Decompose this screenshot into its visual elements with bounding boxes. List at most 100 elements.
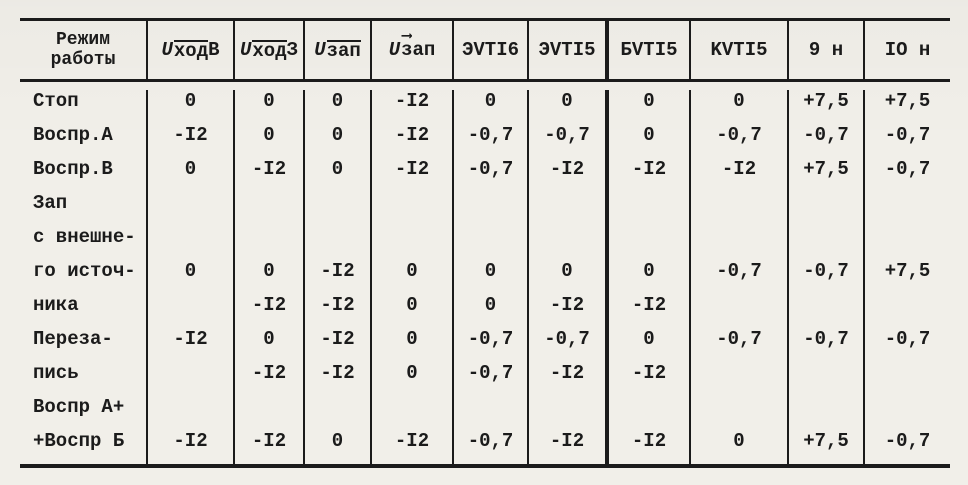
value-cell bbox=[527, 396, 605, 430]
value-cell: -0,7 bbox=[863, 124, 950, 158]
row-label: Зап bbox=[33, 192, 68, 214]
u-symbol: U bbox=[161, 38, 173, 61]
value-cell: -I2 bbox=[605, 294, 689, 328]
value-cell: -I2 bbox=[303, 362, 370, 396]
value-cell: -0,7 bbox=[689, 260, 787, 294]
value-cell bbox=[527, 192, 605, 226]
value-cell: -I2 bbox=[303, 260, 370, 294]
value-cell bbox=[605, 396, 689, 430]
table-row: Воспр А+ bbox=[20, 396, 950, 430]
value-cell: -I2 bbox=[233, 362, 303, 396]
row-label: Переза- bbox=[33, 328, 113, 350]
u-symbol: U bbox=[388, 38, 401, 61]
value-cell: 0 bbox=[370, 328, 452, 362]
value-cell: -I2 bbox=[303, 328, 370, 362]
table-row: Переза- -I2 0 -I2 0 -0,7 -0,7 0 -0,7 -0,7 -0,7 bbox=[20, 328, 950, 362]
value-cell bbox=[787, 226, 863, 260]
value-cell: +7,5 bbox=[863, 260, 950, 294]
value-cell bbox=[146, 294, 233, 328]
value-cell: -I2 bbox=[233, 294, 303, 328]
value-cell: 0 bbox=[233, 260, 303, 294]
row-label: Стоп bbox=[33, 90, 79, 112]
value-cell: -0,7 bbox=[863, 430, 950, 464]
value-cell bbox=[787, 192, 863, 226]
header-bvti5: БVTI5 bbox=[605, 21, 689, 79]
value-cell: -0,7 bbox=[452, 328, 527, 362]
value-cell bbox=[146, 396, 233, 430]
value-cell: -I2 bbox=[527, 294, 605, 328]
row-label: +Воспр Б bbox=[33, 430, 125, 452]
value-cell: -0,7 bbox=[452, 158, 527, 192]
table-row: Воспр.А -I2 0 0 -I2 -0,7 -0,7 0 -0,7 -0,7 -0,7 bbox=[20, 124, 950, 158]
value-cell: -I2 bbox=[303, 294, 370, 328]
table-row: Воспр.В 0 -I2 0 -I2 -0,7 -I2 -I2 -I2 +7,5 -0,7 bbox=[20, 158, 950, 192]
value-cell: -I2 bbox=[689, 158, 787, 192]
value-cell: -I2 bbox=[370, 124, 452, 158]
value-cell: 0 bbox=[303, 124, 370, 158]
value-cell: -I2 bbox=[233, 158, 303, 192]
value-cell bbox=[452, 396, 527, 430]
value-cell: +7,5 bbox=[863, 90, 950, 124]
overlined-text: ход bbox=[252, 39, 287, 62]
value-cell: -I2 bbox=[146, 430, 233, 464]
value-cell: -I2 bbox=[527, 430, 605, 464]
row-label: Воспр А+ bbox=[33, 396, 125, 418]
value-cell: 0 bbox=[452, 90, 527, 124]
u-symbol: U bbox=[314, 38, 326, 61]
header-10n: IO н bbox=[863, 21, 950, 79]
value-cell: -I2 bbox=[605, 362, 689, 396]
header-mode-line2: работы bbox=[50, 50, 116, 70]
value-cell bbox=[370, 396, 452, 430]
value-cell bbox=[689, 192, 787, 226]
value-cell bbox=[146, 362, 233, 396]
header-signal-uzap-vector: U ⟶ зап bbox=[370, 21, 452, 79]
value-cell bbox=[787, 362, 863, 396]
value-cell: -I2 bbox=[605, 158, 689, 192]
value-cell: 0 bbox=[233, 124, 303, 158]
value-cell: 0 bbox=[303, 430, 370, 464]
value-cell: 0 bbox=[452, 294, 527, 328]
value-cell: 0 bbox=[605, 328, 689, 362]
value-cell bbox=[233, 396, 303, 430]
value-cell: 0 bbox=[605, 260, 689, 294]
value-cell: 0 bbox=[303, 158, 370, 192]
header-mode-column: Режим работы bbox=[20, 21, 146, 79]
value-cell bbox=[787, 396, 863, 430]
row-label: Воспр.В bbox=[33, 158, 113, 180]
table-row: с внешне- bbox=[20, 226, 950, 260]
value-cell bbox=[452, 192, 527, 226]
value-cell: -I2 bbox=[370, 430, 452, 464]
value-cell: -0,7 bbox=[787, 124, 863, 158]
value-cell: -0,7 bbox=[452, 124, 527, 158]
value-cell: 0 bbox=[689, 90, 787, 124]
value-cell bbox=[863, 226, 950, 260]
signal-suffix: З bbox=[286, 38, 299, 61]
value-cell: 0 bbox=[370, 294, 452, 328]
value-cell bbox=[146, 226, 233, 260]
value-cell: 0 bbox=[370, 260, 452, 294]
value-cell bbox=[233, 192, 303, 226]
table-row: +Воспр Б -I2 -I2 0 -I2 -0,7 -I2 -I2 0 +7,5 -0,7 bbox=[20, 430, 950, 464]
value-cell: -0,7 bbox=[452, 430, 527, 464]
value-cell: -0,7 bbox=[787, 328, 863, 362]
value-cell: -I2 bbox=[146, 124, 233, 158]
header-mode-line1: Режим bbox=[55, 30, 110, 50]
value-cell: -0,7 bbox=[787, 260, 863, 294]
value-cell bbox=[863, 294, 950, 328]
overlined-text: ход bbox=[173, 39, 209, 62]
value-cell: 0 bbox=[303, 90, 370, 124]
signal-suffix: В bbox=[208, 38, 220, 61]
value-cell bbox=[863, 192, 950, 226]
row-label: пись bbox=[33, 362, 79, 384]
value-cell bbox=[863, 396, 950, 430]
table-row: Стоп 0 0 0 -I2 0 0 0 0 +7,5 +7,5 bbox=[20, 90, 950, 124]
table-body: Стоп 0 0 0 -I2 0 0 0 0 +7,5 +7,5 Воспр.А -I2 0 0 -I2 -0,… bbox=[20, 82, 950, 464]
value-cell: -0,7 bbox=[863, 158, 950, 192]
value-cell bbox=[605, 226, 689, 260]
value-cell: -I2 bbox=[146, 328, 233, 362]
signal-base: зап bbox=[401, 38, 436, 61]
